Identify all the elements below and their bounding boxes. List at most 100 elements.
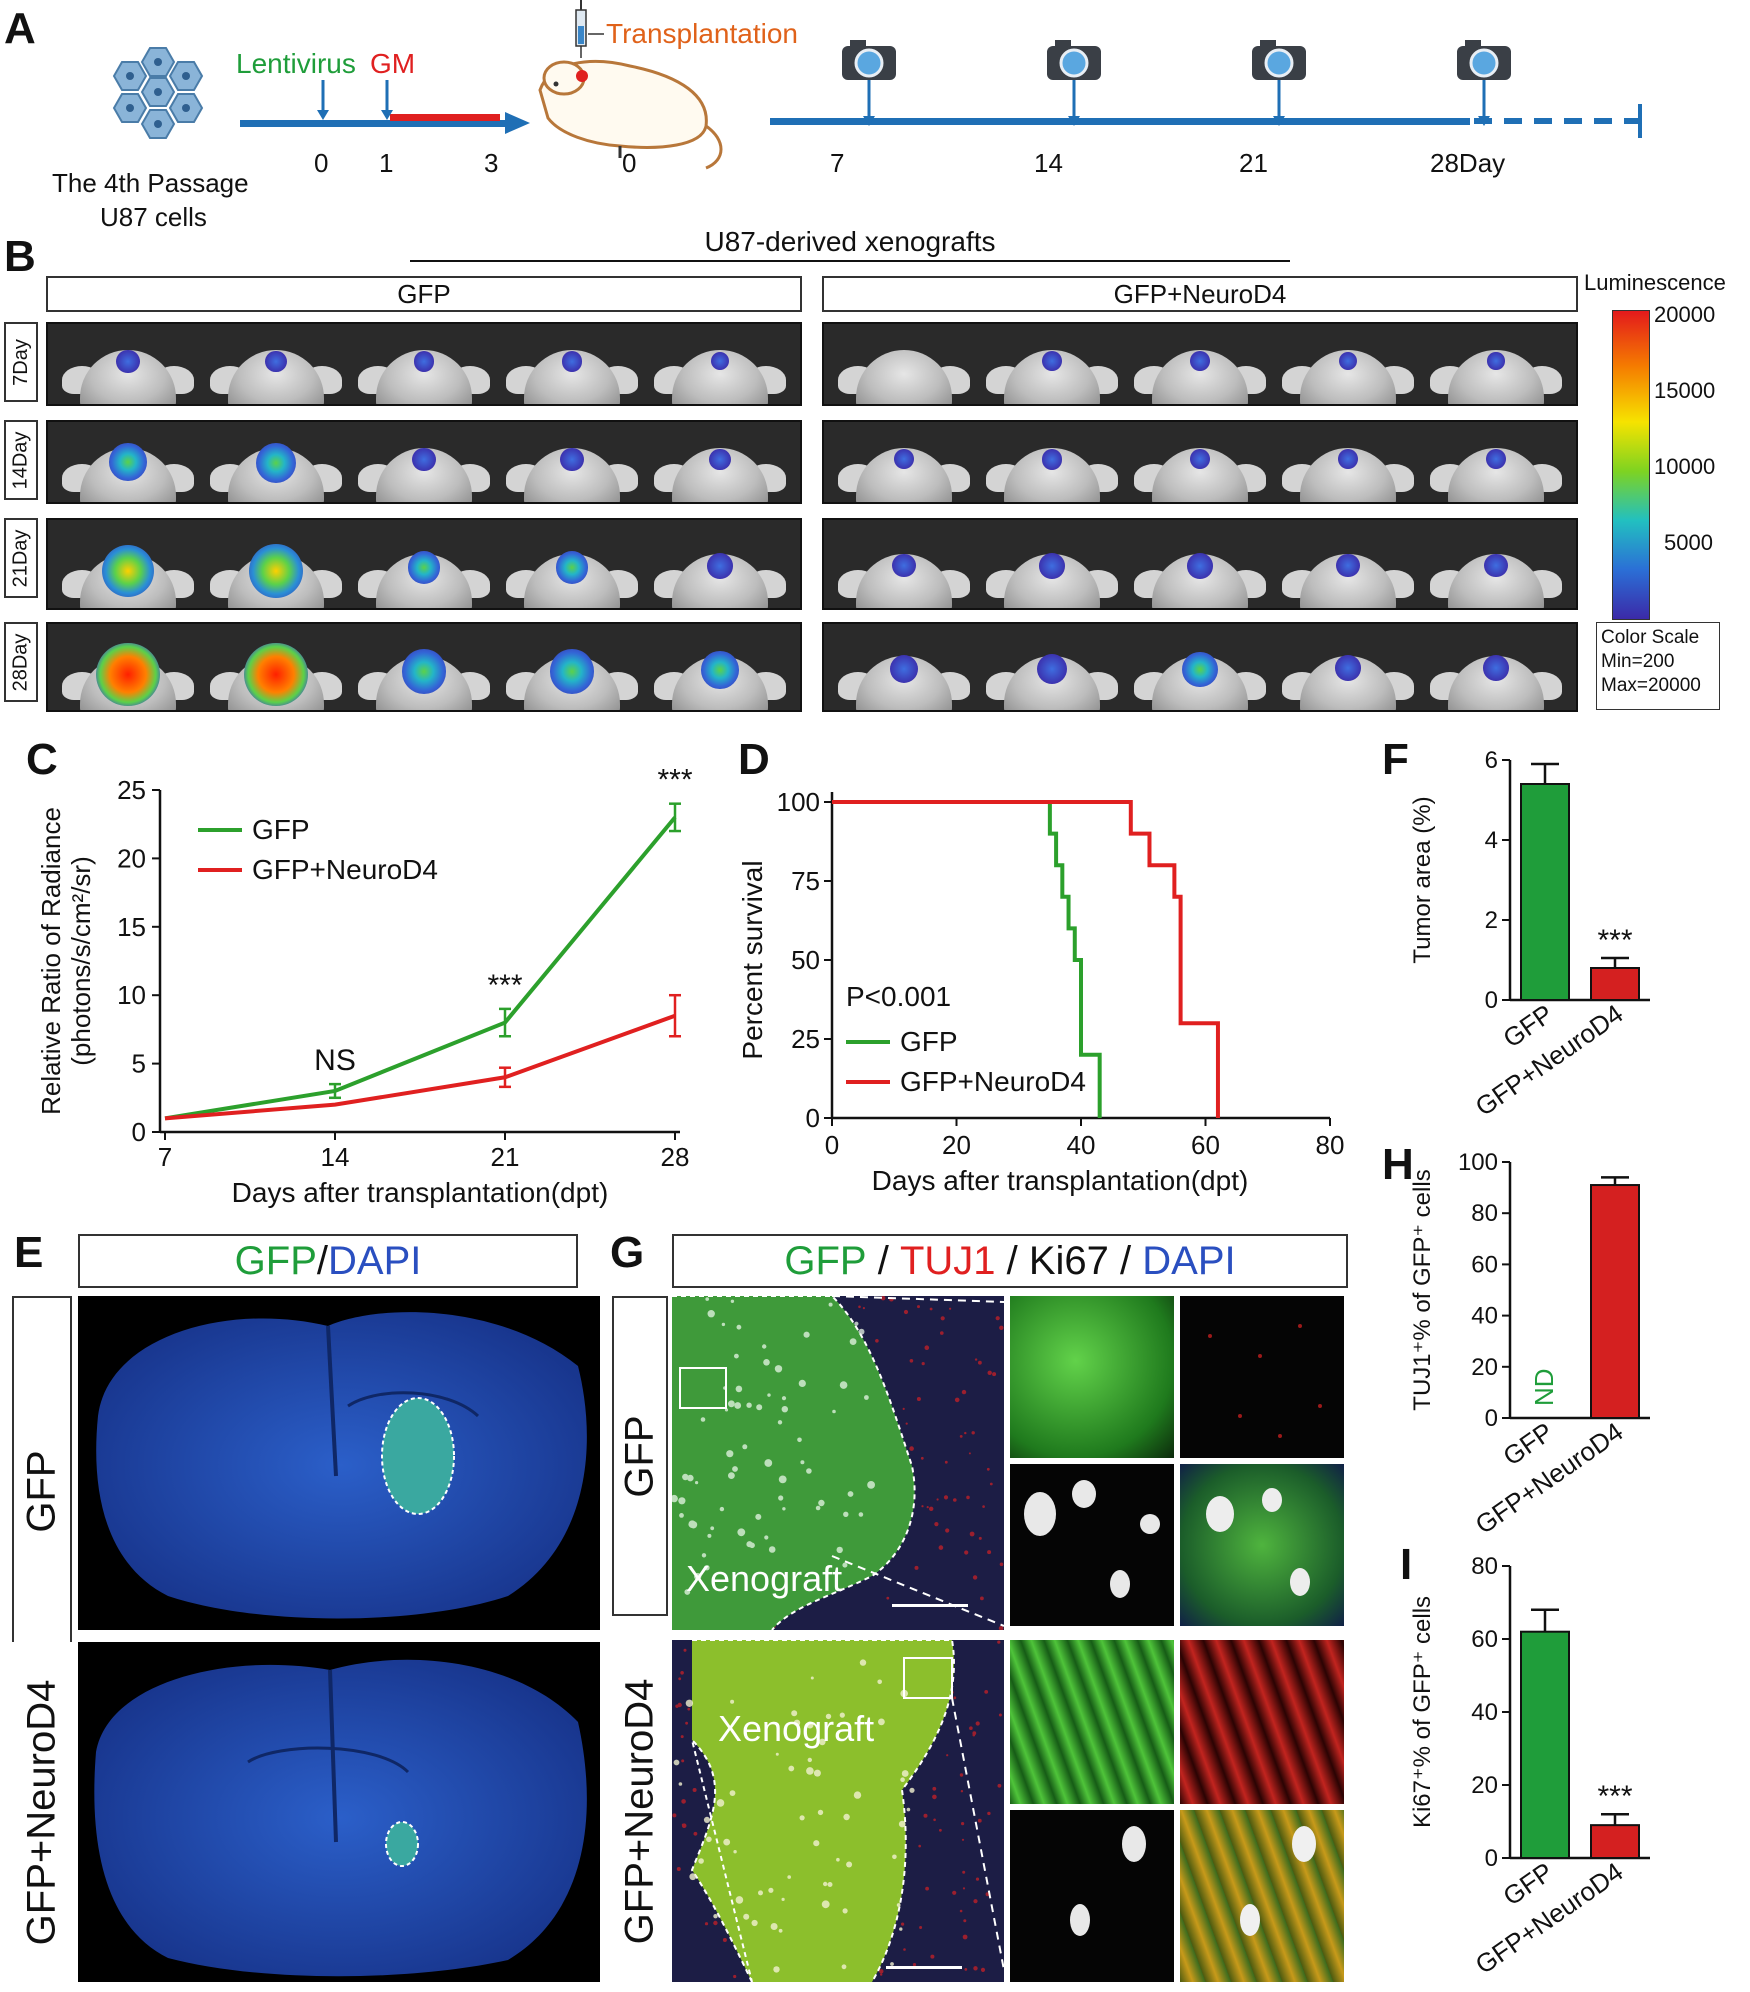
cell-speckle <box>930 1954 935 1959</box>
cell-speckle <box>963 1919 967 1923</box>
luminescence-signal <box>1336 554 1360 578</box>
zoom-gfp-ki67 <box>1010 1464 1174 1626</box>
luminescence-signal <box>561 351 583 372</box>
cell-speckle <box>999 1325 1004 1330</box>
luminescence-signal <box>560 448 584 472</box>
mouse-image <box>1282 422 1414 502</box>
cells-label-line1: The 4th Passage <box>52 168 249 198</box>
luminescence-signal <box>1041 449 1063 470</box>
row-tag-e-gfp-neurod4: GFP+NeuroD4 <box>12 1642 72 1982</box>
cell-speckle <box>995 1316 1000 1321</box>
cell-speckle <box>777 1420 783 1425</box>
cell-speckle <box>924 1345 930 1350</box>
cell-speckle <box>961 1389 967 1395</box>
cell-speckle <box>846 1861 853 1868</box>
header-gfp-text: GFP <box>234 1238 317 1283</box>
cell-speckle <box>677 1702 682 1708</box>
mouse-image <box>358 628 490 710</box>
mouse-image <box>1430 422 1562 502</box>
mouse-image <box>1134 422 1266 502</box>
mouse-image <box>210 628 342 710</box>
luminescence-signal <box>1339 352 1357 370</box>
cell-speckle <box>679 1513 684 1518</box>
cell-speckle <box>875 1339 879 1343</box>
d-survival-curve-gfp-neurod4 <box>832 800 1220 1118</box>
lum-strip-gfp-row1 <box>46 322 802 406</box>
cell-speckle <box>959 1435 963 1438</box>
bar-ylabel: Ki67⁺% of GFP⁺ cells <box>1409 1596 1436 1828</box>
color-scale-box: Color Scale Min=200 Max=20000 <box>1596 622 1720 710</box>
mouse-image <box>62 324 194 404</box>
cell-speckle <box>729 1790 736 1796</box>
mouse-image <box>1134 526 1266 608</box>
cell-speckle <box>818 1499 825 1507</box>
cell-speckle <box>678 1782 683 1786</box>
zoom-gfp-red <box>1180 1296 1344 1458</box>
cell-speckle <box>905 1422 908 1425</box>
cell-speckle <box>823 1881 828 1887</box>
c-annotation: *** <box>657 764 692 797</box>
bar-ytick-label: 6 <box>1485 747 1498 774</box>
cell-speckle <box>909 1359 914 1363</box>
cell-speckle <box>859 1659 867 1666</box>
cell-speckle <box>798 1379 806 1387</box>
bar-ytick-label: 0 <box>1485 987 1498 1014</box>
cell-speckle <box>849 1338 857 1345</box>
bar-gfp-neurod4 <box>1590 1824 1640 1859</box>
cell-speckle <box>726 1450 734 1458</box>
cell-speckle <box>680 1671 684 1675</box>
c-ytick-label: 20 <box>117 843 146 873</box>
cell-speckle <box>890 1962 894 1966</box>
cell-speckle <box>723 1838 731 1846</box>
header-ki67: Ki67 <box>1028 1238 1109 1283</box>
c-annotation: NS <box>314 1044 356 1077</box>
mouse-image <box>358 526 490 608</box>
cell-speckle <box>880 1973 883 1976</box>
cell-speckle <box>707 1310 715 1318</box>
cell-speckle <box>692 1788 697 1792</box>
color-scale-min: Min=200 <box>1601 651 1675 672</box>
cell-speckle <box>974 1358 978 1361</box>
header-dapi: DAPI <box>1142 1238 1236 1283</box>
cell-speckle <box>842 1562 848 1568</box>
mouse-image <box>1430 526 1562 608</box>
cell-speckle <box>900 1777 905 1782</box>
cell-speckle <box>684 1589 691 1595</box>
d-ytick-label: 75 <box>791 866 820 896</box>
cell-speckle <box>961 1822 965 1826</box>
bar-annotation-nd: ND <box>1529 1368 1559 1406</box>
cell-speckle <box>932 1794 937 1800</box>
cell-speckle <box>719 1506 725 1512</box>
cell-speckle <box>713 1920 718 1926</box>
cell-speckle <box>898 1820 906 1828</box>
cell-speckle <box>864 1395 869 1400</box>
bar-ylabel-group: Tumor area (%) <box>1409 796 1436 963</box>
cell-speckle <box>886 1596 890 1600</box>
cell-speckle <box>685 1721 688 1725</box>
c-ylabel-line2: (photons/s/cm²/sr) <box>66 856 96 1066</box>
cell-speckle <box>925 1886 929 1891</box>
cell-speckle <box>858 1328 865 1335</box>
header-slash: / <box>316 1238 328 1283</box>
bar-ytick-label: 60 <box>1471 1626 1498 1653</box>
cell-speckle <box>703 1816 711 1823</box>
mouse-image <box>62 422 194 502</box>
d-xtick-label: 20 <box>942 1130 971 1160</box>
mouse-image <box>62 628 194 710</box>
header-tuj1: TUJ1 <box>899 1238 996 1283</box>
cell-speckle <box>788 1765 795 1772</box>
c-ytick-label: 0 <box>132 1117 146 1147</box>
c-xlabel: Days after transplantation(dpt) <box>232 1177 609 1208</box>
d-ytick-label: 100 <box>777 787 820 817</box>
panel-g-header: GFP / TUJ1 / Ki67 / DAPI <box>672 1234 1348 1288</box>
cell-speckle <box>972 1733 976 1737</box>
cell-speckle <box>923 1813 928 1818</box>
zoom-neurod4-ki67 <box>1010 1810 1174 1982</box>
mouse-image <box>1282 628 1414 710</box>
c-series-line-gfp <box>164 816 677 1121</box>
cell-speckle <box>787 1875 791 1879</box>
cell-speckle <box>695 1481 699 1485</box>
cell-speckle <box>813 1769 821 1777</box>
luminescence-signal <box>1036 653 1068 685</box>
mouse-image <box>838 526 970 608</box>
